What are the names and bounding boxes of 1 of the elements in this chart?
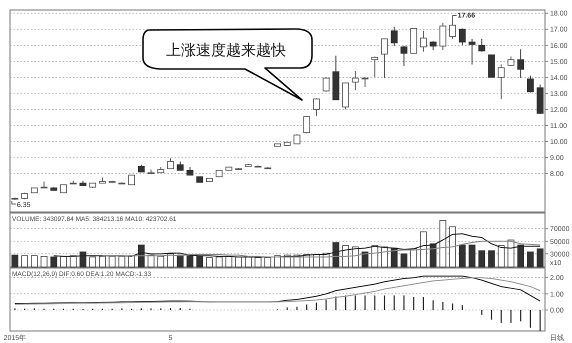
annotation: 上涨速度越来越快 [166, 42, 286, 59]
